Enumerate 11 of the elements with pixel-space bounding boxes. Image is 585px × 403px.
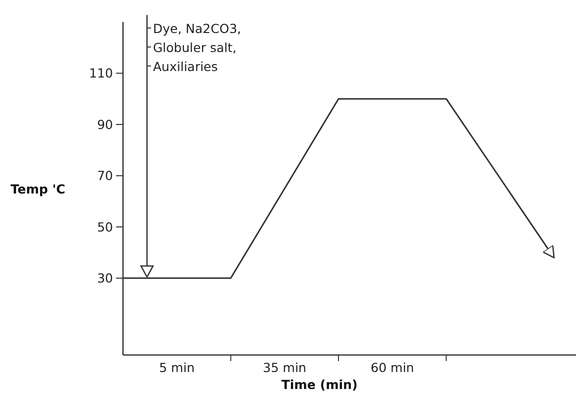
x-tick-label: 5 min <box>159 360 195 375</box>
x-tick-label: 60 min <box>370 360 414 375</box>
y-tick-label: 30 <box>97 270 114 286</box>
annotation: Dye, Na2CO3, Globuler salt, Auxiliaries <box>153 21 242 74</box>
y-tick-label: 50 <box>97 219 114 234</box>
y-axis-title: Temp 'C <box>10 182 66 196</box>
x-axis-title: Time (min) <box>281 377 358 392</box>
y-tick-label: 70 <box>97 168 114 184</box>
y-tick-label: 110 <box>89 66 114 81</box>
x-tick-label: 35 min <box>262 360 306 375</box>
y-tick-label: 90 <box>97 116 114 132</box>
